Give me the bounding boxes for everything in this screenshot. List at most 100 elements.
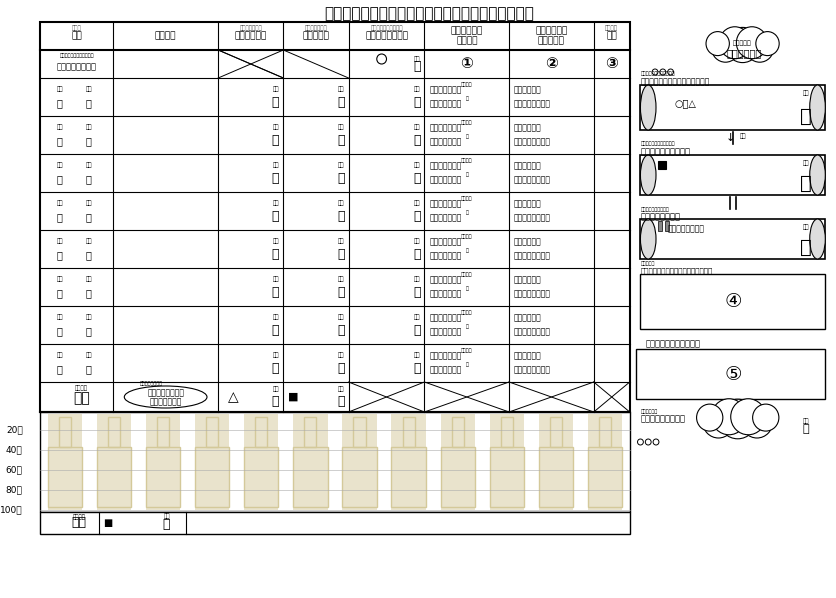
- Text: えん: えん: [414, 315, 420, 320]
- Text: 円: 円: [413, 362, 421, 375]
- Text: えん: えん: [273, 124, 279, 130]
- Bar: [640, 274, 825, 329]
- Text: えん: えん: [338, 124, 344, 130]
- Text: 40円: 40円: [6, 446, 23, 454]
- Text: 円: 円: [163, 518, 171, 532]
- Text: 日: 日: [86, 136, 92, 146]
- Text: ■: ■: [288, 392, 298, 402]
- Circle shape: [711, 399, 747, 435]
- Text: えん: えん: [414, 200, 420, 206]
- Text: 円: 円: [337, 395, 344, 408]
- Text: け色をぬろう！: け色をぬろう！: [150, 398, 182, 407]
- Bar: [40, 22, 630, 412]
- Text: ひつよう: ひつよう: [461, 348, 472, 353]
- Text: えん: えん: [803, 90, 809, 96]
- Text: 円: 円: [337, 324, 344, 337]
- Text: ったかな？: ったかな？: [538, 36, 565, 45]
- Text: ごうけい: ごうけい: [75, 385, 88, 391]
- Text: がつ: がつ: [56, 353, 63, 358]
- Text: 円: 円: [413, 60, 421, 74]
- Bar: [640, 155, 825, 195]
- Bar: [539, 447, 573, 507]
- Text: 今持っているお金: 今持っているお金: [365, 32, 408, 41]
- Text: 円: 円: [272, 362, 279, 375]
- Text: えん: えん: [338, 200, 344, 206]
- Text: えん: えん: [414, 277, 420, 282]
- Bar: [59, 417, 71, 447]
- Text: えん: えん: [414, 56, 420, 62]
- Text: ピン何本分だった？: ピン何本分だった？: [640, 414, 686, 423]
- Ellipse shape: [810, 85, 825, 130]
- Text: 円: 円: [800, 106, 812, 126]
- Ellipse shape: [640, 85, 656, 130]
- Text: のかな？: のかな？: [456, 36, 477, 45]
- Bar: [293, 414, 328, 510]
- Text: 月: 月: [57, 173, 63, 184]
- Text: 合計: 合計: [72, 517, 87, 529]
- Text: つか　かね　ぶん: つか かね ぶん: [140, 382, 162, 386]
- Text: ２．よくなかった: ２．よくなかった: [514, 175, 551, 184]
- Text: ２．よくなかった: ２．よくなかった: [514, 365, 551, 374]
- Text: もらったお金: もらったお金: [235, 32, 267, 41]
- Text: 円: 円: [413, 134, 421, 147]
- Text: えん: えん: [163, 513, 170, 519]
- Circle shape: [711, 33, 740, 62]
- Bar: [195, 414, 229, 510]
- Bar: [539, 414, 573, 510]
- Circle shape: [706, 32, 729, 56]
- Text: 月: 月: [57, 212, 63, 222]
- Bar: [640, 219, 825, 259]
- Text: ひつよう: ひつよう: [461, 272, 472, 277]
- Text: えん: えん: [338, 87, 344, 92]
- Text: 円: 円: [272, 210, 279, 223]
- Text: 円: 円: [337, 210, 344, 223]
- Text: にち: にち: [85, 353, 92, 358]
- Text: 20円: 20円: [6, 426, 23, 435]
- Text: こんしゅう使ったお金: こんしゅう使ったお金: [640, 148, 691, 157]
- Text: △: △: [227, 390, 238, 404]
- Bar: [441, 447, 475, 507]
- Text: えん: えん: [273, 277, 279, 282]
- Text: 月: 月: [57, 250, 63, 260]
- Text: 月: 月: [57, 288, 63, 298]
- Text: にち: にち: [85, 163, 92, 168]
- Text: なんで買った: なんで買った: [451, 26, 483, 35]
- Bar: [97, 414, 131, 510]
- Text: ひづけ: ひづけ: [72, 25, 81, 30]
- Text: 先週の残ったお金＋もらったお金: 先週の残ったお金＋もらったお金: [640, 78, 710, 87]
- Text: がつ: がつ: [56, 315, 63, 320]
- Text: ２．欲しかった: ２．欲しかった: [430, 213, 461, 222]
- Text: １．必要だった: １．必要だった: [430, 351, 461, 360]
- Bar: [157, 417, 169, 447]
- Bar: [403, 417, 415, 447]
- Bar: [490, 447, 524, 507]
- Bar: [451, 417, 464, 447]
- Text: ２．欲しかった: ２．欲しかった: [430, 327, 461, 336]
- Text: 月: 月: [57, 326, 63, 335]
- Text: 円: 円: [413, 96, 421, 109]
- Bar: [599, 417, 611, 447]
- Circle shape: [742, 405, 772, 438]
- Text: えん: えん: [273, 239, 279, 244]
- Bar: [391, 414, 426, 510]
- Text: にち: にち: [85, 315, 92, 320]
- Text: ひつよう: ひつよう: [461, 234, 472, 239]
- Text: おうちのひとからの一言: おうちのひとからの一言: [645, 340, 701, 349]
- Text: 円: 円: [800, 237, 812, 257]
- Text: 今持っているお金: 今持っているお金: [668, 224, 705, 233]
- Text: がつ: がつ: [56, 239, 63, 244]
- Circle shape: [752, 404, 779, 431]
- Text: 円: 円: [337, 248, 344, 261]
- Bar: [658, 161, 665, 169]
- Text: １．よかった: １．よかった: [514, 313, 542, 322]
- Text: もらったおかね: もらったおかね: [239, 25, 263, 30]
- Bar: [145, 447, 181, 507]
- Ellipse shape: [640, 219, 656, 259]
- Text: １．必要だった: １．必要だった: [430, 237, 461, 246]
- Text: 日: 日: [86, 326, 92, 335]
- Text: えん: えん: [273, 353, 279, 358]
- Text: 円: 円: [413, 286, 421, 299]
- Bar: [244, 447, 278, 507]
- Text: えん: えん: [338, 239, 344, 244]
- Text: にち: にち: [85, 239, 92, 244]
